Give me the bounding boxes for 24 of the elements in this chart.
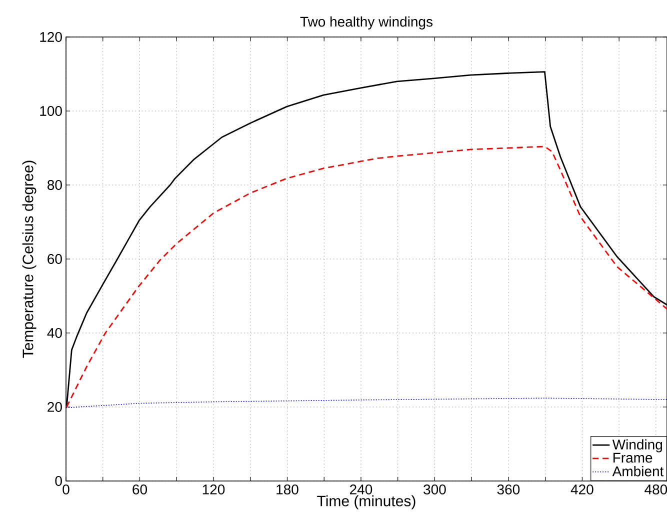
x-tick-label: 0 (62, 484, 70, 494)
y-axis-title: Temperature (Celsius degree) (22, 160, 36, 358)
x-tick-label: 480 (644, 484, 667, 494)
x-tick-label: 300 (424, 484, 446, 494)
x-axis-title: Time (minutes) (317, 495, 416, 510)
x-tick-label: 180 (276, 484, 298, 494)
y-tick-label: 120 (40, 32, 62, 42)
y-tick-label: 80 (48, 180, 62, 190)
x-tick-label: 60 (132, 484, 147, 494)
chart-title: Two healthy windings (300, 16, 432, 30)
x-tick-label: 120 (202, 484, 225, 494)
x-tick-label: 360 (497, 484, 520, 494)
legend-label: Ambient (612, 466, 664, 476)
y-tick-label: 60 (48, 254, 62, 264)
x-tick-label: 420 (570, 484, 594, 494)
legend-label: Winding (612, 439, 662, 452)
line-series (66, 146, 667, 408)
y-tick-label: 20 (48, 402, 62, 412)
line-series (66, 398, 667, 408)
y-tick-label: 40 (47, 328, 62, 338)
y-tick-label: 100 (40, 106, 62, 116)
y-tick-label: 0 (55, 476, 62, 486)
x-tick-label: 240 (350, 484, 372, 494)
legend-label: Frame (613, 452, 652, 463)
